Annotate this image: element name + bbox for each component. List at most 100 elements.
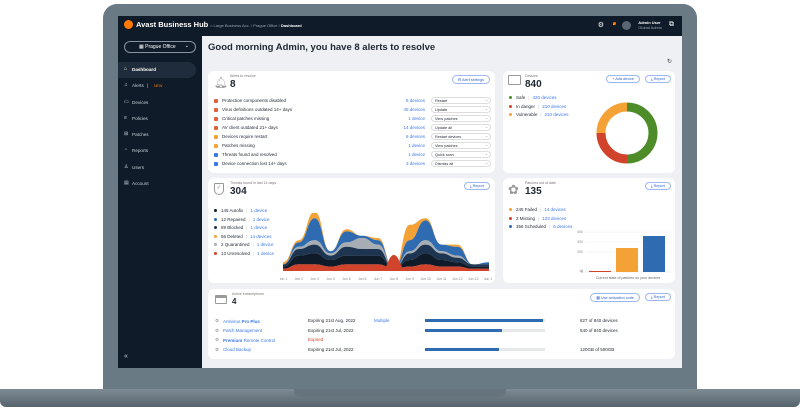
- alert-devices-link[interactable]: 6 devices: [405, 134, 425, 139]
- devices-report-button[interactable]: ⤓ Report: [644, 75, 671, 83]
- alert-row: Virus definitions outdated 14+ days: [214, 107, 414, 112]
- sidebar-item-devices[interactable]: ▭ Devices: [124, 98, 149, 105]
- donut-slice: [626, 102, 658, 164]
- alert-action-select[interactable]: Restart: [431, 97, 491, 104]
- legend-item: Safe | 420 devices: [509, 95, 556, 100]
- alert-status-icon: [214, 152, 218, 157]
- avatar[interactable]: [622, 20, 632, 30]
- alerts-card: 🔔︎ Alerts to resolve 8 ⚙ Alert settings …: [208, 71, 495, 173]
- alert-row: Device connection lost 14+ days: [214, 161, 414, 166]
- alert-devices-link[interactable]: 14 devices: [403, 125, 425, 130]
- alert-action-select[interactable]: Update all: [431, 124, 491, 131]
- legend-link[interactable]: 14 devices: [544, 207, 566, 212]
- legend-link[interactable]: 14 devices: [249, 233, 272, 239]
- add-device-button[interactable]: + Add device: [606, 75, 640, 83]
- subscription-name-link[interactable]: Antivirus Pro Plus: [223, 318, 260, 324]
- alert-action-select[interactable]: Dismiss all: [431, 160, 491, 167]
- alerts-count: 8: [230, 79, 236, 90]
- multiple-link[interactable]: Multiple: [374, 318, 390, 323]
- crumb-account[interactable]: Large Business Acc.: [213, 23, 250, 28]
- use-activation-code-button[interactable]: ▦ Use activation code: [590, 293, 640, 302]
- alert-devices-link[interactable]: 1 device: [408, 143, 425, 148]
- notifications-icon[interactable]: ◔: [610, 21, 617, 29]
- alert-devices-link[interactable]: 1 device: [408, 152, 425, 157]
- sidebar-item-dashboard[interactable]: ⌂ Dashboard: [118, 62, 196, 79]
- alert-text: Virus definitions outdated 14+ days: [222, 107, 293, 112]
- alert-settings-button[interactable]: ⚙ Alert settings: [451, 75, 490, 84]
- legend-label: 13 Unresolved: [221, 250, 251, 256]
- legend-label: 2 Missing: [516, 215, 536, 221]
- legend-item: 245 Failed | 14 devices: [509, 207, 566, 212]
- refresh-icon[interactable]: ↻: [666, 59, 672, 65]
- subscription-name-link[interactable]: Cloud Backup: [223, 347, 252, 352]
- legend-link[interactable]: 1 device: [256, 242, 274, 247]
- subscriptions-report-button[interactable]: ⤓ Report: [644, 293, 671, 301]
- legend-link[interactable]: 420 devices: [532, 95, 557, 100]
- alert-devices-link[interactable]: 45 devices: [403, 107, 425, 112]
- alert-action-select[interactable]: View patches: [431, 115, 491, 122]
- alert-devices-link[interactable]: 3 devices: [405, 161, 425, 166]
- subscriptions-count: 4: [232, 297, 237, 306]
- patches-card: ✿ Patches out of date 135 ⤓ Report 245 F…: [503, 178, 675, 283]
- subscription-name-link[interactable]: Premium Remote Control: [223, 337, 276, 343]
- product-icon: ⚙: [215, 318, 220, 323]
- y-tick-label: 400: [577, 230, 583, 234]
- legend-link[interactable]: 1 device: [257, 250, 274, 256]
- legend-link[interactable]: 1 device: [250, 208, 268, 213]
- legend-item: 2 Missing | 123 devices: [509, 216, 566, 221]
- alert-text: Patches missing: [222, 143, 255, 148]
- legend-link[interactable]: 1 device: [252, 216, 270, 222]
- legend-link[interactable]: 123 devices: [542, 215, 567, 221]
- gear-icon[interactable]: ⚙: [597, 22, 604, 29]
- alert-status-icon: [214, 116, 218, 121]
- alert-devices-link[interactable]: 1 device: [408, 116, 425, 121]
- legend-dot: [509, 225, 512, 228]
- laptop-notch: [294, 389, 506, 397]
- sidebar-item-policies[interactable]: ≡ Policies: [124, 114, 148, 121]
- sidebar-item-patches[interactable]: ⊞ Patches: [124, 131, 149, 138]
- threats-label: Threats found in last 14 days: [230, 181, 277, 185]
- legend-link[interactable]: 1 device: [250, 225, 268, 230]
- alert-row: Devices require restart: [214, 134, 414, 139]
- legend-item: 56 Deleted | 14 devices: [214, 234, 271, 239]
- card-icon: [215, 295, 227, 304]
- devices-donut-chart: [596, 102, 658, 164]
- alert-action-select[interactable]: Restart devices: [431, 133, 491, 140]
- crumb-office[interactable]: Prague Office: [253, 23, 278, 28]
- subscription-row: ⚙ Patch Management: [215, 328, 262, 334]
- office-selector[interactable]: ▦ Prague Office ⌄: [124, 41, 196, 53]
- patches-icon: ✿: [508, 182, 519, 197]
- subscription-name-link[interactable]: Patch Management: [223, 328, 263, 333]
- alert-status-icon: [214, 143, 218, 148]
- subscription-expiry: Expiring 21st Jul, 2022: [308, 346, 354, 352]
- apps-icon[interactable]: ⧉: [669, 21, 674, 28]
- patches-report-button[interactable]: ⤓ Report: [644, 182, 671, 190]
- alert-action-select[interactable]: View patches: [431, 142, 491, 149]
- legend-label: Vulnerable: [516, 112, 538, 117]
- sidebar-item-users[interactable]: ♙ Users: [124, 163, 144, 170]
- alert-action-select[interactable]: Update: [431, 106, 491, 113]
- user-icon: ♙: [124, 163, 129, 170]
- bell-icon: 🔔︎: [214, 77, 228, 89]
- collapse-sidebar-icon[interactable]: «: [124, 353, 128, 360]
- alert-action-select[interactable]: Quick scan: [431, 151, 491, 158]
- legend-link[interactable]: 210 devices: [542, 103, 567, 109]
- sidebar-item-reports[interactable]: ◔ Reports: [124, 147, 149, 154]
- user-menu[interactable]: Admin User Global Admin: [638, 20, 662, 30]
- sidebar-item-alerts[interactable]: ♫ Alerts | NEW: [124, 82, 163, 89]
- product-icon: ⚙: [215, 337, 220, 342]
- stream-area: [283, 213, 489, 269]
- logo[interactable]: Avast Business Hub: [124, 20, 208, 29]
- legend-link[interactable]: 6 devices: [553, 224, 573, 229]
- alert-status-icon: [214, 134, 218, 139]
- alert-row: Critical patches missing: [214, 116, 414, 121]
- alert-text: Threats found and resolved: [222, 152, 277, 157]
- legend-link[interactable]: 210 devices: [544, 112, 569, 117]
- usage-text: 120GB of 500GB: [580, 346, 615, 352]
- threats-report-button[interactable]: ⤓ Report: [463, 182, 490, 190]
- legend-item: 356 Scheduled | 6 devices: [509, 224, 572, 229]
- alert-text: Devices require restart: [222, 134, 268, 139]
- alert-devices-link[interactable]: 6 devices: [405, 98, 425, 103]
- x-tick-label: Jun 3: [310, 277, 319, 281]
- sidebar-item-account[interactable]: ▤ Account: [124, 180, 149, 187]
